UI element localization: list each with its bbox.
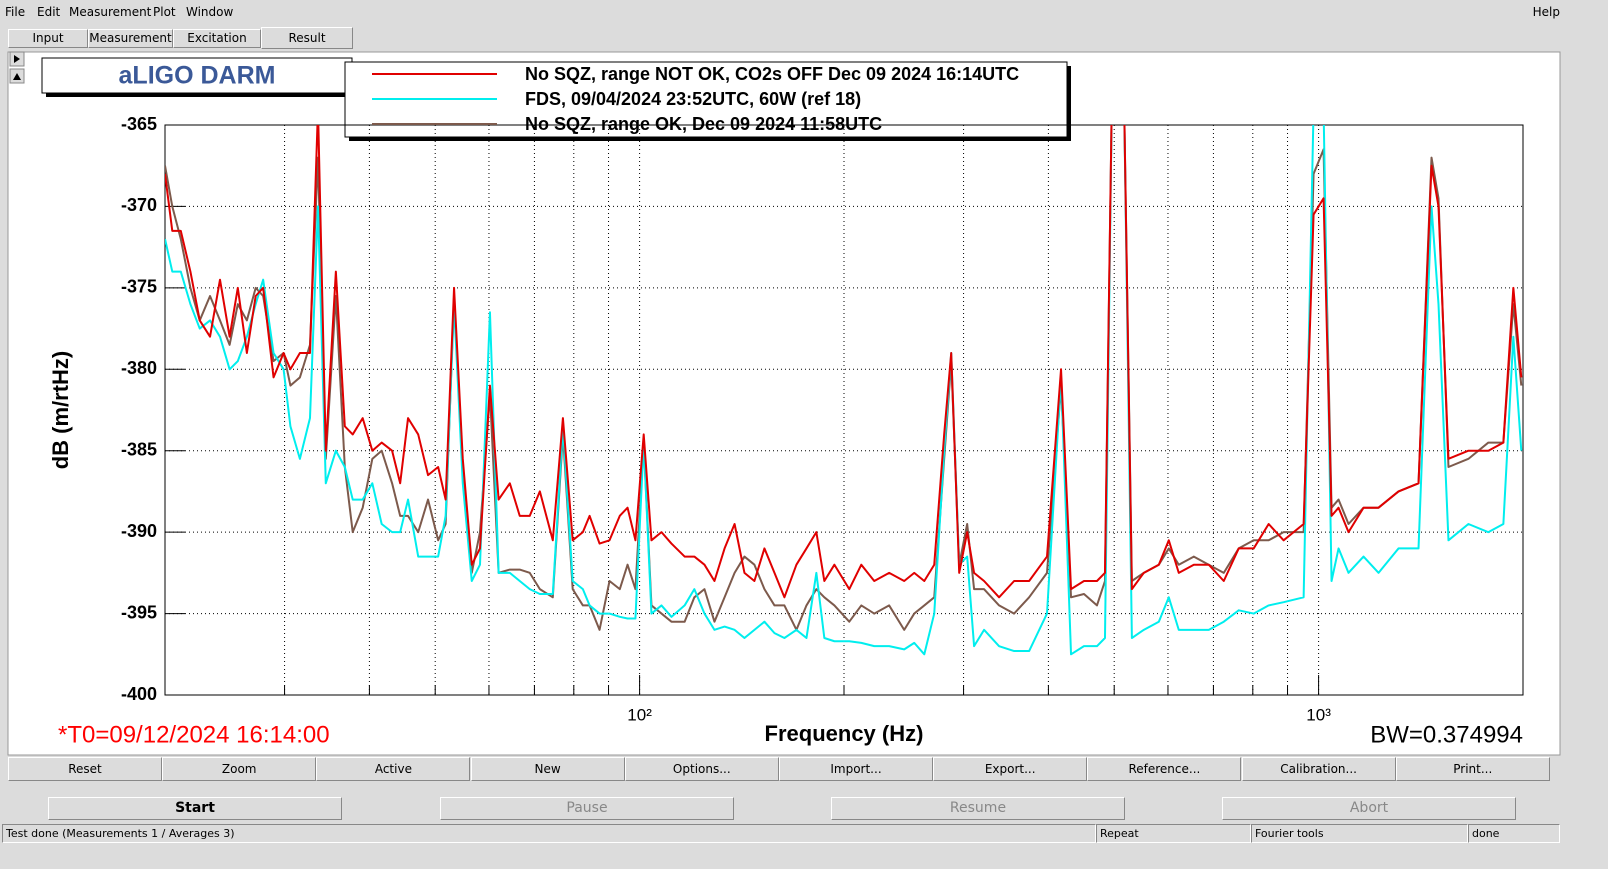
legend-label: No SQZ, range NOT OK, CO2s OFF Dec 09 20… bbox=[525, 64, 1019, 84]
y-tick-label: -395 bbox=[121, 602, 157, 622]
plot-canvas: aLIGO DARM dB (m/rtHz) Frequency (Hz) *T… bbox=[7, 51, 1561, 756]
y-tick-label: -365 bbox=[121, 114, 157, 134]
control-button[interactable]: Pause bbox=[440, 797, 734, 820]
data-line bbox=[165, 125, 1523, 656]
plot-button[interactable]: Calibration... bbox=[1241, 757, 1396, 781]
menu-item[interactable]: File bbox=[5, 5, 26, 19]
plot-button[interactable]: Export... bbox=[933, 757, 1088, 781]
plot-button[interactable]: Reference... bbox=[1087, 757, 1242, 781]
y-tick-label: -375 bbox=[121, 277, 157, 297]
status-field: Fourier tools bbox=[1251, 824, 1468, 843]
tab[interactable]: Excitation bbox=[173, 29, 261, 48]
status-field: done bbox=[1468, 824, 1560, 843]
y-tick-label: -385 bbox=[121, 439, 157, 459]
status-field: Test done (Measurements 1 / Averages 3) bbox=[2, 824, 1096, 843]
status-field: Repeat bbox=[1096, 824, 1251, 843]
legend-label: FDS, 09/04/2024 23:52UTC, 60W (ref 18) bbox=[525, 89, 861, 109]
x-tick-label: 10² bbox=[627, 705, 652, 724]
control-button[interactable]: Resume bbox=[831, 797, 1125, 820]
tab[interactable]: Measurement bbox=[88, 29, 173, 48]
chart-title: aLIGO DARM bbox=[119, 62, 276, 90]
x-tick-label: 10³ bbox=[1306, 705, 1331, 724]
menu-item[interactable]: Help bbox=[1532, 5, 1560, 19]
plot-button[interactable]: Options... bbox=[624, 757, 779, 781]
menu-item[interactable]: Plot bbox=[153, 5, 176, 19]
y-tick-label: -400 bbox=[121, 684, 157, 704]
tab[interactable]: Input bbox=[8, 29, 88, 48]
scroll-arrow bbox=[13, 73, 21, 80]
control-button[interactable]: Start bbox=[48, 797, 342, 820]
legend-label: No SQZ, range OK, Dec 09 2024 11:58UTC bbox=[525, 114, 882, 134]
plot-button[interactable]: Import... bbox=[779, 757, 933, 781]
plot-frame bbox=[164, 124, 1524, 696]
t0-annotation: *T0=09/12/2024 16:14:00 bbox=[58, 721, 330, 748]
scroll-arrow bbox=[14, 55, 20, 63]
plot-button[interactable]: Active bbox=[316, 757, 471, 781]
menu-item[interactable]: Edit bbox=[37, 5, 61, 19]
data-line bbox=[165, 125, 1523, 599]
y-tick-label: -380 bbox=[121, 358, 157, 378]
tab[interactable]: Result bbox=[261, 27, 353, 49]
plot-button[interactable]: Reset bbox=[8, 757, 162, 781]
plot-background bbox=[7, 51, 1561, 756]
y-tick-label: -370 bbox=[121, 195, 157, 215]
y-axis-label: dB (m/rtHz) bbox=[48, 351, 73, 470]
menu-item[interactable]: Window bbox=[186, 5, 234, 19]
plot-button[interactable]: New bbox=[470, 757, 625, 781]
plot-button[interactable]: Zoom bbox=[162, 757, 317, 781]
y-tick-label: -390 bbox=[121, 521, 157, 541]
x-axis-label: Frequency (Hz) bbox=[765, 721, 924, 746]
control-button[interactable]: Abort bbox=[1222, 797, 1516, 820]
bw-annotation: BW=0.374994 bbox=[1370, 721, 1523, 748]
menu-item[interactable]: Measurement bbox=[69, 5, 152, 19]
plot-button[interactable]: Print... bbox=[1395, 757, 1550, 781]
